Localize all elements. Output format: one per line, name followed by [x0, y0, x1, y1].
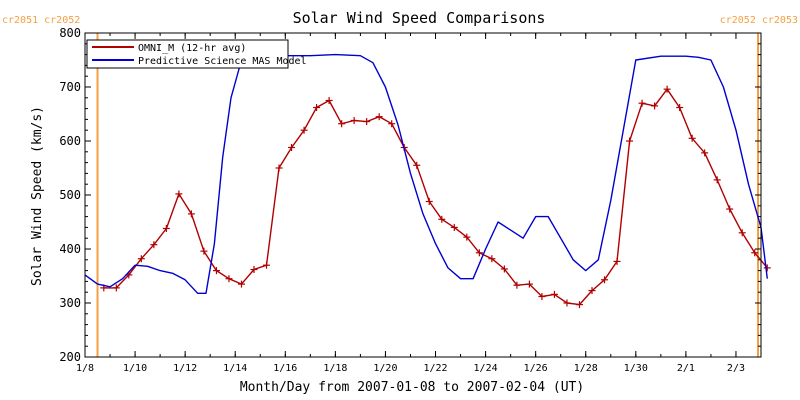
y-axis-label: Solar Wind Speed (km/s) [30, 106, 45, 286]
data-point [313, 104, 321, 112]
legend-label-omni: OMNI_M (12-hr avg) [138, 43, 246, 54]
data-point [488, 255, 496, 263]
data-point [638, 99, 646, 107]
data-point [200, 247, 208, 255]
data-point [701, 149, 709, 157]
x-tick-label: 1/8 [76, 363, 94, 374]
series-line-0 [103, 88, 768, 306]
data-point [162, 224, 170, 232]
data-point [663, 85, 671, 93]
x-tick-label: 1/14 [223, 363, 247, 374]
data-point [676, 104, 684, 112]
data-point [626, 137, 634, 145]
data-point [237, 280, 245, 288]
data-point [550, 290, 558, 298]
data-point [651, 102, 659, 110]
data-point [212, 267, 220, 275]
y-tick-label: 300 [59, 296, 81, 310]
data-point [413, 161, 421, 169]
y-tick-label: 500 [59, 188, 81, 202]
data-point [150, 241, 158, 249]
data-point [350, 116, 358, 124]
data-point [225, 275, 233, 283]
x-tick-label: 1/30 [624, 363, 648, 374]
x-tick-label: 1/24 [474, 363, 498, 374]
legend-box [86, 39, 289, 69]
y-tick-label: 600 [59, 134, 81, 148]
x-axis-label: Month/Day from 2007-01-08 to 2007-02-04 … [240, 380, 584, 395]
x-tick-label: 1/18 [323, 363, 347, 374]
data-point [463, 233, 471, 241]
data-point [250, 266, 258, 274]
legend-label-mas: Predictive Science MAS Model [138, 56, 307, 67]
data-point [112, 284, 120, 292]
data-point [538, 293, 546, 301]
data-point [388, 120, 396, 128]
x-tick-label: 1/26 [524, 363, 548, 374]
data-point [738, 229, 746, 237]
data-point [601, 276, 609, 284]
data-point [563, 299, 571, 307]
x-tick-label: 1/10 [123, 363, 147, 374]
series-layer [84, 53, 771, 309]
data-point [575, 301, 583, 309]
data-point [375, 113, 383, 121]
data-point [613, 257, 621, 265]
data-point [263, 261, 271, 269]
x-tick-label: 2/1 [677, 363, 695, 374]
data-point [363, 118, 371, 126]
data-point [475, 249, 483, 257]
data-point [513, 281, 521, 289]
data-point [338, 120, 346, 128]
data-point [588, 287, 596, 295]
legend: OMNI_M (12-hr avg) Predictive Science MA… [86, 39, 307, 69]
x-tick-label: 1/16 [273, 363, 297, 374]
x-tick-label: 1/22 [423, 363, 447, 374]
series-line-1 [84, 53, 768, 294]
axis-ticks: 200 300 400 500 600 700 800 1/8 1/10 1/12 1/14 1/16… [59, 26, 762, 374]
y-tick-label: 800 [59, 26, 81, 40]
y-tick-label: 700 [59, 80, 81, 94]
data-point [450, 223, 458, 231]
x-tick-label: 1/12 [173, 363, 197, 374]
x-tick-label: 2/3 [727, 363, 745, 374]
data-point [137, 255, 145, 263]
data-point [300, 126, 308, 134]
data-point [425, 197, 433, 205]
chart-title: Solar Wind Speed Comparisons [293, 9, 546, 27]
y-tick-label: 400 [59, 242, 81, 256]
carrington-label-0: cr2051 cr2052 [2, 15, 80, 26]
data-point [688, 134, 696, 142]
data-point [726, 205, 734, 213]
y-tick-label: 200 [59, 350, 81, 364]
data-point [500, 265, 508, 273]
x-tick-label: 1/20 [373, 363, 397, 374]
carrington-label-1: cr2052 cr2053 [720, 15, 798, 26]
data-point [275, 164, 283, 172]
data-point [525, 280, 533, 288]
data-point [763, 264, 771, 272]
data-point [325, 97, 333, 104]
data-point [288, 143, 296, 151]
data-point [751, 249, 759, 257]
data-point [187, 210, 195, 218]
data-point [175, 190, 183, 198]
data-point [438, 215, 446, 223]
data-point [713, 176, 721, 184]
x-tick-label: 1/28 [574, 363, 598, 374]
plot-frame [84, 32, 762, 358]
